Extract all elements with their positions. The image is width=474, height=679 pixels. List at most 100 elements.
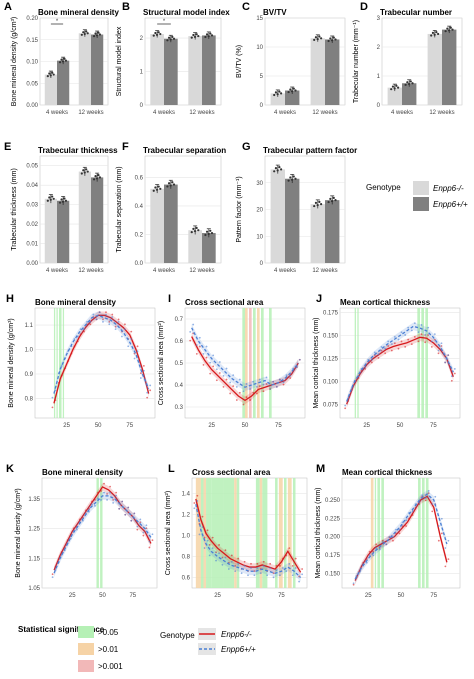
panel-j-data-point [384, 352, 387, 355]
panel-H: H Bone mineral density 0.8 0.9 1.0 1.1 Bone mi… [6, 293, 156, 429]
panel-m-title: Mean cortical thickness [342, 468, 433, 477]
panel-l-data-point [256, 567, 259, 569]
panel-l-data-point [253, 570, 256, 572]
panel-i-data-point [235, 385, 238, 388]
panel-g-data-point [330, 200, 334, 203]
panel-j-data-point [397, 347, 400, 350]
panel-l-data-point [269, 567, 272, 569]
panel-g-data-point [329, 197, 332, 200]
panel-m-sig-band [425, 478, 429, 588]
panel-j-ytick-label: 0.175 [323, 311, 339, 317]
panel-i-data-point [232, 374, 235, 377]
panel-k-data-point [145, 527, 148, 530]
stat-label-001: >0.01 [98, 645, 119, 654]
panel-m-data-point [385, 543, 388, 546]
panel-j-data-point [390, 343, 393, 346]
panel-h-data-point [136, 345, 139, 348]
panel-g-data-point [332, 196, 335, 199]
panel-i-data-point [265, 376, 268, 379]
panel-e-letter: E [4, 141, 11, 153]
panel-k-data-point [103, 491, 105, 494]
panel-l-sig-band [203, 478, 207, 588]
panel-g-data-point [313, 204, 316, 208]
panel-j-xtick-label: 75 [430, 423, 437, 429]
panel-c-data-point [320, 37, 323, 40]
panel-i-ribbon-ko [191, 332, 299, 405]
panel-d-data-point [449, 26, 452, 29]
panel-b-data-point [172, 37, 176, 40]
panel-e-data-point [46, 199, 49, 202]
panel-i-data-point [252, 380, 255, 383]
panel-j-title: Mean cortical thickness [340, 298, 431, 307]
panel-j-data-point [427, 334, 430, 336]
panel-j-data-point [370, 361, 373, 364]
panel-h-title: Bone mineral density [35, 298, 116, 307]
panel-l-data-point [201, 526, 204, 529]
panel-g-data-point [274, 166, 278, 170]
panel-d-data-point [407, 82, 411, 86]
panel-h-xtick-label: 75 [126, 423, 133, 429]
panel-l-data-point [250, 567, 252, 569]
panel-m-data-point [440, 532, 443, 535]
panel-m-data-point [427, 492, 430, 494]
panel-b-data-point [154, 31, 157, 35]
panel-j-data-point [427, 326, 430, 329]
panel-h-data-point [89, 323, 92, 326]
panel-m-data-point [381, 539, 384, 542]
panel-j-data-point [413, 335, 416, 338]
panel-i-sig-band [261, 308, 264, 418]
panel-i-data-point [289, 377, 292, 379]
panel-B: B Structural model index 0 1 2 Structural mod… [116, 1, 230, 116]
panel-l-ylabel: Cross sectional area (mm²) [165, 491, 172, 575]
panel-d-ytick-label: 2 [377, 45, 381, 51]
panel-i-data-point [229, 392, 232, 395]
panel-i-data-point [209, 372, 212, 375]
panel-l-data-point [272, 576, 275, 579]
panel-i-sig-band [253, 308, 256, 418]
panel-f-bar [164, 184, 178, 263]
panel-f-bar [188, 230, 202, 263]
panel-k-data-point [133, 512, 136, 515]
panel-h-data-point [111, 313, 114, 316]
panel-f-ytick-label: 0.4 [135, 204, 144, 210]
panel-l-data-point [211, 536, 214, 539]
panel-e-title: Trabecular thickness [38, 146, 118, 155]
panel-m-data-point [398, 528, 401, 531]
panel-j-data-point [407, 326, 410, 329]
panel-l-data-point [269, 562, 272, 565]
panel-h-data-point [146, 396, 149, 399]
panel-h-data-point [127, 345, 130, 348]
panel-l-data-point [285, 570, 288, 572]
panel-f-bar [202, 233, 216, 263]
panel-m-data-point [431, 503, 434, 505]
panel-m-data-point [447, 558, 450, 560]
panel-l-letter: L [168, 463, 175, 475]
panel-h-data-point [108, 320, 111, 323]
panel-l-title: Cross sectional area [192, 468, 271, 477]
panel-l-data-point [247, 574, 249, 577]
panel-d-bar [442, 29, 457, 106]
panel-l-data-point [243, 565, 246, 567]
panel-k-data-point [142, 534, 145, 537]
stat-label-0001: >0.001 [98, 662, 123, 671]
panel-m-data-point [411, 510, 414, 513]
panel-i-line-wt [191, 327, 299, 388]
panel-c-xtick-label: 12 weeks [312, 110, 337, 116]
panel-e-bar [57, 200, 70, 263]
panel-g-bar [285, 178, 300, 263]
panel-d-data-point [430, 34, 433, 37]
panel-j-data-point [424, 341, 427, 344]
panel-f-data-point [172, 183, 176, 186]
panel-f-data-point [192, 227, 195, 231]
panel-i-data-point [278, 378, 281, 381]
panel-c-data-point [332, 36, 335, 39]
panel-m-sig-band [381, 478, 384, 588]
panel-e-data-point [80, 172, 83, 175]
panel-l-data-point [198, 533, 201, 536]
panel-g-bar [310, 204, 325, 263]
panel-b-letter: B [122, 1, 130, 13]
panel-k-data-point [91, 503, 93, 506]
panel-f-data-point [210, 231, 214, 235]
panel-e-ytick-label: 0.01 [26, 242, 38, 248]
panel-h-data-point [102, 320, 104, 323]
